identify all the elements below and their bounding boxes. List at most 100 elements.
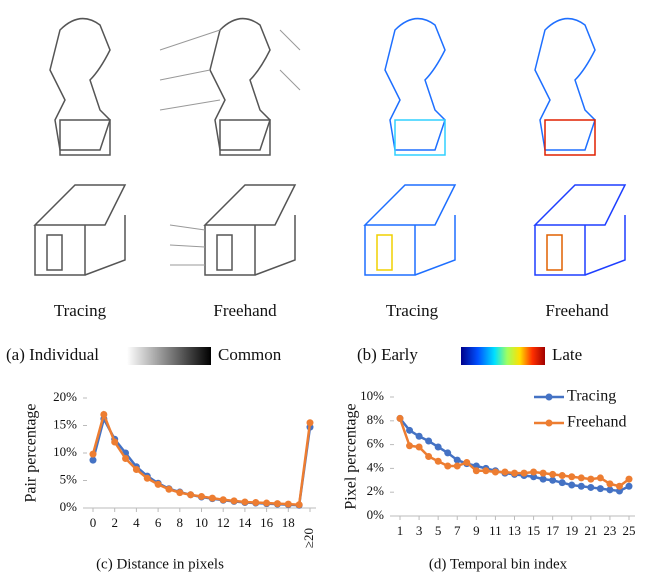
point: [89, 450, 97, 458]
point: [577, 474, 585, 482]
point: [415, 443, 423, 451]
x-tick-label: 1: [397, 523, 404, 538]
legend-marker: [545, 419, 553, 427]
point: [482, 467, 490, 475]
point: [520, 469, 528, 477]
y-tick-label: 0%: [367, 507, 385, 522]
point: [154, 480, 162, 488]
x-tick-label: 12: [217, 515, 230, 530]
x-tick-label: 3: [416, 523, 423, 538]
panel-label: Tracing: [386, 301, 439, 320]
point: [111, 438, 119, 446]
x-tick-label: 9: [473, 523, 480, 538]
x-tick-label: 6: [155, 515, 162, 530]
point: [252, 499, 260, 506]
point: [208, 494, 216, 502]
caption: (b) Early: [357, 345, 418, 364]
point: [558, 479, 566, 487]
point: [122, 455, 130, 462]
point: [549, 470, 557, 478]
x-tick-label: 23: [603, 523, 616, 538]
y-tick-label: 8%: [367, 412, 385, 427]
y-tick-label: 5%: [60, 471, 78, 486]
y-tick-label: 20%: [53, 389, 77, 404]
point: [434, 457, 442, 465]
x-tick-label: 2: [111, 515, 118, 530]
y-tick-label: 6%: [367, 436, 385, 451]
point: [453, 462, 461, 470]
point: [132, 466, 140, 473]
x-tick-label: 10: [195, 515, 208, 530]
point: [295, 501, 303, 509]
point: [539, 469, 547, 477]
point: [415, 432, 423, 440]
x-tick-label: 11: [489, 523, 502, 538]
point: [587, 475, 595, 483]
point: [396, 414, 404, 422]
y-tick-label: 0%: [60, 499, 78, 514]
point: [596, 474, 604, 482]
point: [577, 482, 585, 490]
chart-caption: (c) Distance in pixels: [96, 556, 224, 572]
caption: (a) Individual: [6, 345, 99, 364]
point: [568, 473, 576, 481]
x-tick-label: ≥20: [301, 528, 316, 548]
point: [434, 443, 442, 451]
point: [143, 474, 151, 482]
point: [165, 485, 173, 493]
series-line: [91, 415, 312, 507]
x-tick-label: 25: [623, 523, 636, 538]
point: [230, 497, 238, 505]
point: [472, 467, 480, 475]
point: [625, 475, 633, 483]
y-axis-label: Pair percentage: [23, 403, 40, 502]
point: [187, 491, 195, 499]
point: [406, 426, 414, 434]
x-tick-label: 7: [454, 523, 461, 538]
point: [176, 489, 184, 497]
point: [625, 482, 633, 490]
point: [511, 469, 518, 477]
point: [425, 437, 433, 445]
point: [596, 485, 604, 493]
point: [558, 472, 566, 480]
chart-caption: (d) Temporal bin index: [429, 556, 568, 572]
colorbar-label: Common: [218, 345, 282, 364]
point: [530, 468, 538, 476]
point: [491, 468, 499, 476]
x-tick-label: 15: [527, 523, 540, 538]
x-tick-label: 14: [238, 515, 252, 530]
y-tick-label: 2%: [367, 483, 385, 498]
point: [568, 481, 576, 489]
x-tick-label: 0: [90, 515, 97, 530]
point: [198, 492, 205, 500]
x-tick-label: 13: [508, 523, 521, 538]
y-tick-label: 10%: [360, 388, 384, 403]
point: [273, 500, 281, 508]
legend-label: Freehand: [567, 414, 627, 431]
y-tick-label: 4%: [367, 459, 385, 474]
point: [606, 480, 614, 488]
x-tick-label: 19: [565, 523, 578, 538]
colorbar: [127, 347, 211, 365]
point: [263, 499, 271, 507]
x-tick-label: 18: [282, 515, 295, 530]
point: [549, 476, 557, 484]
colorbar: [461, 347, 545, 365]
point: [219, 496, 227, 504]
x-tick-label: 4: [133, 515, 140, 530]
x-tick-label: 16: [260, 515, 274, 530]
y-axis-label: Pixel percentage: [343, 403, 360, 509]
y-tick-label: 10%: [53, 444, 77, 459]
point: [444, 449, 452, 457]
x-tick-label: 17: [546, 523, 560, 538]
point: [501, 468, 509, 476]
point: [241, 498, 249, 506]
point: [306, 419, 314, 427]
colorbar-label: Late: [552, 345, 582, 364]
point: [284, 500, 292, 508]
legend-label: Tracing: [567, 388, 616, 405]
point: [539, 475, 547, 483]
